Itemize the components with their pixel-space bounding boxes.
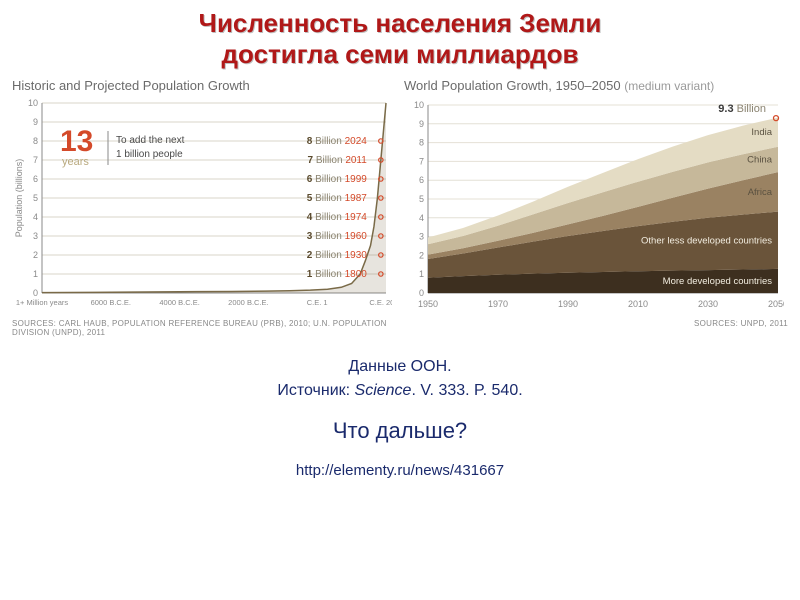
- svg-text:0: 0: [419, 288, 424, 298]
- title-line-1: Численность населения Земли: [0, 8, 800, 39]
- svg-text:4000 B.C.E.: 4000 B.C.E.: [159, 298, 199, 307]
- svg-text:5: 5: [419, 194, 424, 204]
- svg-text:3: 3: [419, 232, 424, 242]
- right-chart: World Population Growth, 1950–2050 (medi…: [404, 78, 788, 337]
- svg-text:13: 13: [60, 125, 93, 158]
- svg-text:4: 4: [33, 212, 38, 222]
- left-chart-title: Historic and Projected Population Growth: [12, 78, 396, 93]
- caption-line-1: Данные ООН.: [0, 355, 800, 378]
- right-chart-title-sub: (medium variant): [624, 79, 714, 93]
- svg-text:1: 1: [419, 270, 424, 280]
- svg-text:To add the next: To add the next: [116, 135, 185, 146]
- svg-text:China: China: [747, 155, 773, 166]
- svg-text:0: 0: [33, 288, 38, 298]
- svg-text:years: years: [62, 156, 89, 168]
- svg-text:1990: 1990: [558, 299, 578, 309]
- title-line-2: достигла семи миллиардов: [0, 39, 800, 70]
- svg-text:C.E. 2000: C.E. 2000: [369, 298, 392, 307]
- svg-text:8: 8: [419, 138, 424, 148]
- svg-text:3: 3: [33, 231, 38, 241]
- caption: Данные ООН. Источник: Science. V. 333. P…: [0, 355, 800, 401]
- svg-text:2000 B.C.E.: 2000 B.C.E.: [228, 298, 268, 307]
- svg-text:5: 5: [33, 193, 38, 203]
- left-chart: Historic and Projected Population Growth…: [12, 78, 396, 337]
- svg-text:1 Billion 1800: 1 Billion 1800: [307, 269, 367, 280]
- svg-text:9: 9: [419, 119, 424, 129]
- source-url: http://elementy.ru/news/431667: [0, 462, 800, 479]
- svg-text:Population (billions): Population (billions): [14, 159, 24, 238]
- right-chart-sources: SOURCES: UNPD, 2011: [404, 319, 788, 328]
- svg-text:9: 9: [33, 117, 38, 127]
- svg-text:2030: 2030: [698, 299, 718, 309]
- svg-text:6 Billion 1999: 6 Billion 1999: [307, 174, 367, 185]
- svg-text:2: 2: [419, 251, 424, 261]
- question-text: Что дальше?: [0, 418, 800, 444]
- right-chart-svg: 0 1 2 3 4 5 6 7 8 9 10 1950 1970 1990 2010 2030 2050 More…: [404, 97, 784, 317]
- svg-text:1950: 1950: [418, 299, 438, 309]
- svg-text:1970: 1970: [488, 299, 508, 309]
- svg-text:2 Billion 1930: 2 Billion 1930: [307, 250, 367, 261]
- svg-text:1 billion people: 1 billion people: [116, 149, 183, 160]
- svg-text:8: 8: [33, 136, 38, 146]
- svg-text:9.3 Billion: 9.3 Billion: [718, 104, 766, 116]
- svg-text:5 Billion 1987: 5 Billion 1987: [307, 193, 367, 204]
- right-chart-title: World Population Growth, 1950–2050 (medi…: [404, 78, 788, 93]
- page-title: Численность населения Земли достигла сем…: [0, 0, 800, 70]
- svg-text:More developed countries: More developed countries: [663, 276, 773, 287]
- svg-text:4: 4: [419, 213, 424, 223]
- svg-text:6000 B.C.E.: 6000 B.C.E.: [91, 298, 131, 307]
- svg-text:7 Billion 2011: 7 Billion 2011: [308, 155, 368, 166]
- svg-text:Other less developed countries: Other less developed countries: [641, 236, 772, 247]
- svg-text:2: 2: [33, 250, 38, 260]
- right-chart-title-main: World Population Growth, 1950–2050: [404, 78, 621, 93]
- svg-text:7: 7: [419, 157, 424, 167]
- svg-text:Africa: Africa: [748, 187, 773, 198]
- svg-text:4 Billion 1974: 4 Billion 1974: [307, 212, 367, 223]
- left-chart-svg: 0 1 2 3 4 5 6 7 8 9 10 Population (billions) 1+ Mill…: [12, 97, 392, 317]
- svg-text:1+ Million years: 1+ Million years: [16, 298, 69, 307]
- svg-text:C.E. 1: C.E. 1: [307, 298, 328, 307]
- svg-text:3 Billion 1960: 3 Billion 1960: [307, 231, 367, 242]
- svg-text:2050: 2050: [768, 299, 784, 309]
- svg-text:India: India: [751, 128, 772, 139]
- svg-text:1: 1: [33, 269, 38, 279]
- svg-text:6: 6: [33, 174, 38, 184]
- svg-text:6: 6: [419, 176, 424, 186]
- svg-text:2010: 2010: [628, 299, 648, 309]
- caption-line-2: Источник: Science. V. 333. P. 540.: [0, 379, 800, 402]
- svg-text:8 Billion 2024: 8 Billion 2024: [307, 136, 367, 147]
- svg-text:10: 10: [414, 100, 424, 110]
- left-chart-sources: SOURCES: CARL HAUB, POPULATION REFERENCE…: [12, 319, 396, 337]
- svg-text:7: 7: [33, 155, 38, 165]
- svg-text:10: 10: [28, 98, 38, 108]
